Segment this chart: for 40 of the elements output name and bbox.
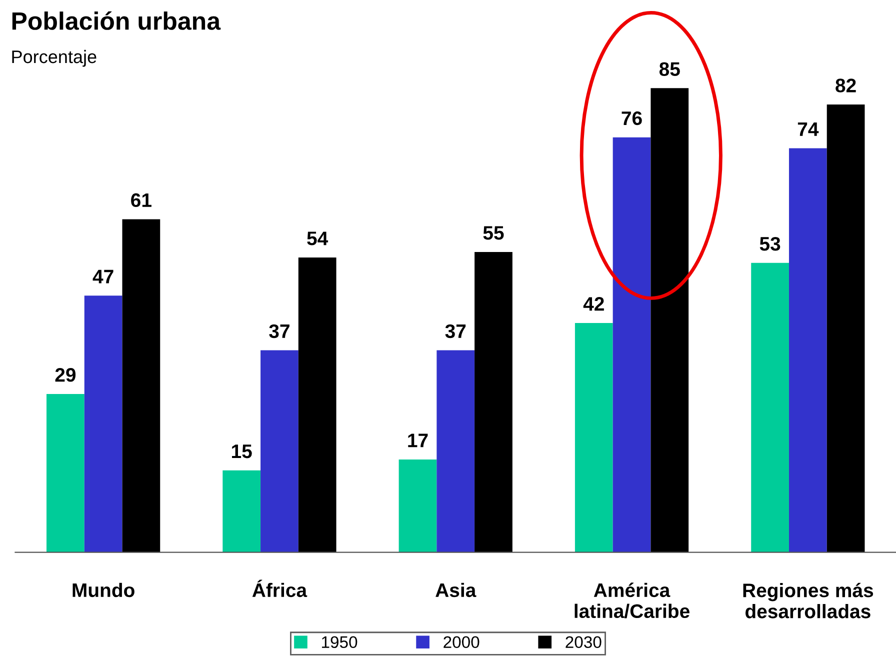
legend-label: 2000 [444, 636, 480, 648]
data-label: 85 [659, 62, 680, 76]
bar [398, 459, 437, 552]
bar [826, 104, 865, 552]
bar [298, 257, 336, 552]
data-label: 37 [269, 324, 290, 338]
bar [574, 322, 613, 552]
data-label: 54 [307, 232, 328, 246]
bar [474, 252, 512, 552]
data-label: 74 [798, 122, 819, 136]
bar [612, 137, 651, 552]
data-label: 61 [131, 193, 152, 208]
bar [751, 262, 789, 552]
data-label: 42 [583, 297, 604, 311]
data-label: 47 [92, 270, 114, 284]
data-label: 55 [483, 226, 504, 240]
x-tick-label: África [252, 580, 308, 598]
bar [436, 350, 475, 552]
data-label: 29 [55, 368, 76, 382]
chart-title: Población urbana [12, 11, 221, 30]
x-tick-label: Mundo [72, 582, 134, 598]
bar [260, 350, 298, 552]
bar [46, 394, 84, 552]
data-label: 37 [445, 324, 466, 338]
legend-label: 1950 [322, 636, 358, 648]
bar [122, 219, 160, 552]
chart-subtitle: Porcentaje [12, 50, 96, 67]
x-tick-label: América latina/Caribe [574, 582, 690, 618]
data-label: 82 [836, 78, 856, 92]
bar [222, 470, 261, 552]
bar [84, 296, 122, 552]
legend-label: 2030 [566, 636, 602, 648]
bar [650, 88, 689, 552]
bar [788, 148, 827, 552]
data-label: 53 [760, 236, 780, 251]
x-tick-label: Asia [436, 582, 476, 598]
data-label: 15 [232, 444, 252, 458]
x-tick-label: Regiones más desarrolladas [743, 582, 874, 618]
data-label: 17 [408, 434, 428, 448]
data-label: 76 [622, 111, 642, 126]
